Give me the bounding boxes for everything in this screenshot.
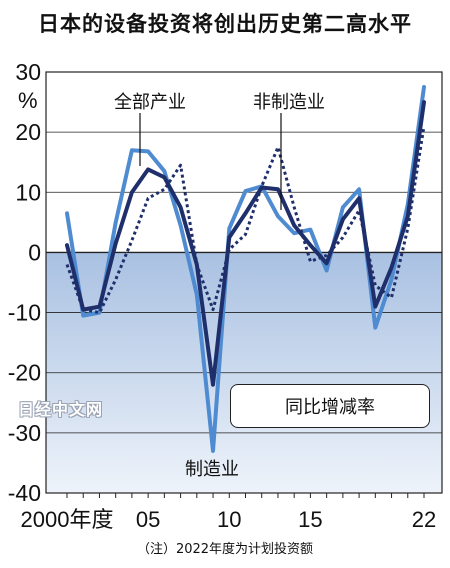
chart-title: 日本的设备投资将创出历史第二高水平 — [38, 12, 412, 36]
y-unit-label: % — [18, 88, 38, 113]
series-line-all — [65, 100, 426, 387]
y-tick-label: -40 — [8, 480, 41, 506]
y-tick-label: 20 — [15, 119, 41, 145]
legend-box-label: 同比增减率 — [285, 397, 375, 418]
x-tick-label: 10 — [217, 507, 241, 532]
y-tick-label: 30 — [15, 59, 41, 85]
watermark-text: 日经中文网 — [18, 400, 104, 419]
y-tick-label: -20 — [8, 360, 41, 386]
legend-box: 同比增减率 — [230, 384, 430, 428]
x-tick-label: 15 — [298, 507, 322, 532]
series-label: 全部产业 — [114, 92, 186, 113]
y-tick-label: -30 — [8, 420, 41, 446]
plot-frame — [45, 71, 443, 494]
y-tick-label: -10 — [8, 300, 41, 326]
series-label: 非制造业 — [253, 92, 325, 113]
y-tick-label: 10 — [15, 179, 41, 205]
footnote: （注）2022年度为计划投资额 — [136, 542, 314, 557]
y-tick-label: 0 — [28, 239, 41, 265]
x-tick-label: 05 — [136, 507, 160, 532]
x-tick-label: 2000年度 — [21, 507, 114, 532]
series-label: 制造业 — [185, 459, 239, 480]
x-tick-label: 22 — [412, 507, 436, 532]
